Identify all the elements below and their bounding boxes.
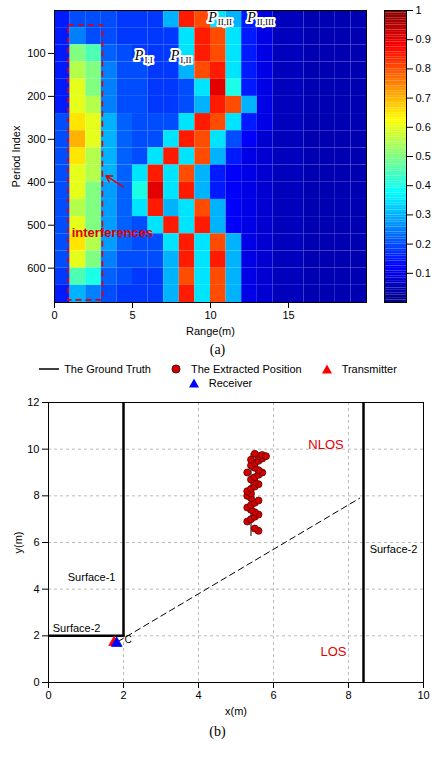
svg-text:8: 8 — [33, 489, 39, 501]
svg-text:0: 0 — [45, 689, 51, 701]
svg-text:0.2: 0.2 — [416, 238, 431, 250]
svg-text:Surface-1: Surface-1 — [68, 571, 116, 583]
svg-text:1: 1 — [416, 4, 422, 16]
svg-text:12: 12 — [27, 396, 39, 408]
svg-text:200: 200 — [27, 90, 45, 102]
svg-text:4: 4 — [33, 583, 39, 595]
svg-text:NLOS: NLOS — [308, 437, 344, 452]
svg-text:400: 400 — [27, 176, 45, 188]
svg-text:0: 0 — [51, 309, 57, 321]
svg-text:4: 4 — [195, 689, 201, 701]
svg-text:x(m): x(m) — [225, 705, 247, 717]
svg-text:II,III: II,III — [257, 17, 274, 27]
svg-text:2: 2 — [33, 629, 39, 641]
svg-text:C: C — [124, 634, 131, 645]
svg-text:0: 0 — [33, 676, 39, 688]
svg-text:100: 100 — [27, 47, 45, 59]
svg-text:P: P — [207, 10, 217, 25]
svg-text:I,I: I,I — [144, 55, 152, 65]
svg-text:600: 600 — [27, 262, 45, 274]
svg-text:10: 10 — [27, 443, 39, 455]
html-text:The Ground Truth: The Ground Truth — [64, 363, 151, 375]
svg-text:5: 5 — [129, 309, 135, 321]
svg-text:Range(m): Range(m) — [186, 325, 235, 337]
svg-text:y(m): y(m) — [12, 532, 24, 554]
html-text:The Extracted Position: The Extracted Position — [191, 363, 302, 375]
svg-text:P: P — [170, 48, 180, 63]
svg-text:6: 6 — [270, 689, 276, 701]
svg-text:15: 15 — [282, 309, 294, 321]
svg-text:0.8: 0.8 — [416, 62, 431, 74]
svg-text:10: 10 — [417, 689, 429, 701]
svg-text:0.5: 0.5 — [416, 150, 431, 162]
svg-text:2: 2 — [120, 689, 126, 701]
svg-text:interferences: interferences — [72, 225, 154, 240]
svg-text:P: P — [134, 48, 144, 63]
svg-text:6: 6 — [33, 536, 39, 548]
html-text:Transmitter: Transmitter — [341, 363, 397, 375]
html-text:(a): (a) — [209, 342, 226, 357]
html-text:Receiver: Receiver — [208, 377, 253, 389]
svg-text:Period Index: Period Index — [10, 125, 22, 187]
svg-text:0.4: 0.4 — [416, 179, 431, 191]
svg-text:0.7: 0.7 — [416, 92, 431, 104]
svg-text:LOS: LOS — [320, 644, 346, 659]
svg-text:0.6: 0.6 — [416, 121, 431, 133]
svg-text:10: 10 — [204, 309, 216, 321]
html-text:(b): (b) — [209, 724, 226, 739]
svg-text:II,II: II,II — [218, 17, 232, 27]
svg-text:8: 8 — [345, 689, 351, 701]
svg-text:I,II: I,II — [180, 55, 191, 65]
svg-text:P: P — [246, 10, 256, 25]
svg-text:0.9: 0.9 — [416, 33, 431, 45]
svg-text:Surface-2: Surface-2 — [370, 543, 418, 555]
svg-text:Surface-2: Surface-2 — [53, 622, 101, 634]
svg-text:0.3: 0.3 — [416, 208, 431, 220]
svg-text:500: 500 — [27, 219, 45, 231]
svg-text:300: 300 — [27, 133, 45, 145]
svg-text:0.1: 0.1 — [416, 267, 431, 279]
